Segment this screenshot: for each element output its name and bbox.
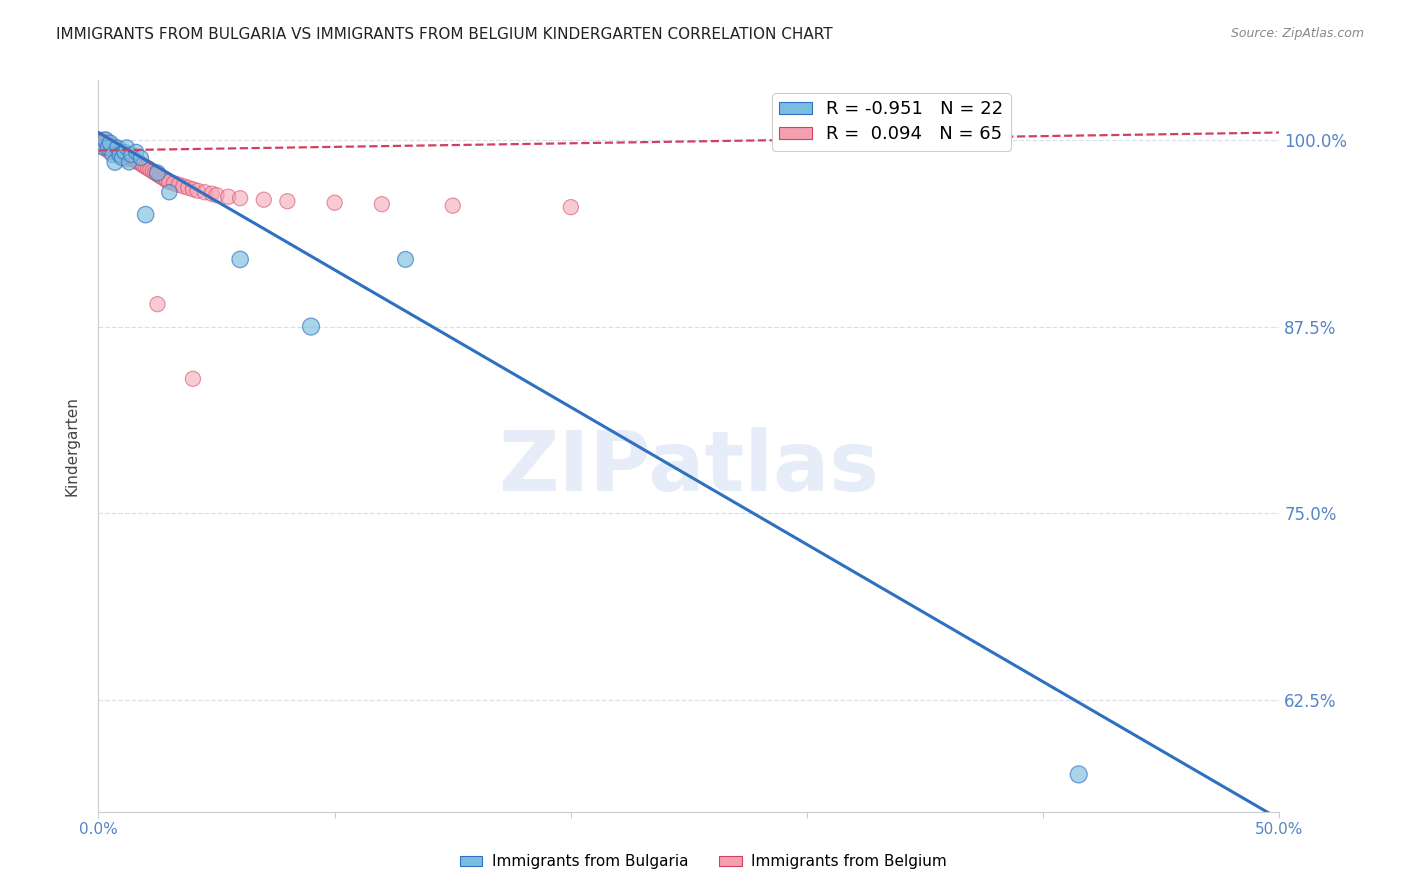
Point (101, 139, 124, 153)
Point (201, 186, 224, 201)
Point (229, 191, 252, 205)
Point (167, 178, 190, 192)
Point (112, 145, 135, 159)
Point (97, 140, 120, 154)
Point (371, 197, 394, 211)
Point (142, 164, 165, 178)
Y-axis label: Kindergarten: Kindergarten (65, 396, 80, 496)
Point (1067, 767, 1090, 781)
Point (90, 133, 112, 147)
Point (115, 153, 138, 167)
Point (90, 136, 112, 150)
Point (105, 146, 128, 161)
Point (118, 149, 141, 163)
Point (217, 190, 239, 204)
Point (101, 148, 124, 162)
Point (98, 140, 121, 154)
Point (156, 173, 179, 187)
Text: Source: ZipAtlas.com: Source: ZipAtlas.com (1230, 27, 1364, 40)
Point (128, 155, 150, 169)
Point (94, 136, 117, 150)
Point (97, 139, 120, 153)
Point (125, 153, 148, 168)
Point (146, 167, 169, 181)
Point (129, 151, 152, 165)
Point (98, 136, 121, 150)
Point (104, 145, 127, 159)
Point (157, 175, 180, 189)
Legend: Immigrants from Bulgaria, Immigrants from Belgium: Immigrants from Bulgaria, Immigrants fro… (453, 848, 953, 875)
Point (323, 195, 346, 210)
Point (104, 155, 127, 169)
Point (91, 140, 114, 154)
Point (125, 145, 148, 159)
Point (118, 155, 141, 169)
Point (105, 140, 128, 154)
Point (94, 133, 117, 147)
Point (108, 148, 131, 162)
Legend: R = -0.951   N = 22, R =  0.094   N = 65: R = -0.951 N = 22, R = 0.094 N = 65 (772, 93, 1011, 151)
Point (172, 179, 194, 194)
Point (91, 133, 114, 147)
Point (121, 148, 143, 162)
Point (94, 133, 117, 147)
Point (108, 144, 131, 158)
Point (122, 153, 145, 167)
Point (146, 297, 169, 311)
Point (129, 157, 152, 171)
Point (136, 161, 159, 176)
Point (149, 169, 172, 183)
Point (139, 162, 162, 177)
Point (560, 200, 582, 214)
Point (143, 166, 166, 180)
Point (111, 145, 134, 159)
Point (111, 149, 134, 163)
Point (115, 140, 138, 154)
Point (135, 208, 157, 222)
Point (91, 137, 114, 152)
Point (177, 180, 200, 194)
Point (276, 194, 298, 209)
Point (205, 188, 228, 202)
Point (132, 158, 155, 172)
Point (441, 199, 464, 213)
Point (153, 171, 176, 186)
Point (94, 140, 117, 154)
Point (97, 144, 120, 158)
Point (163, 176, 186, 190)
Point (146, 166, 169, 180)
Point (253, 193, 276, 207)
Point (299, 319, 322, 334)
Point (105, 142, 128, 156)
Point (194, 186, 217, 200)
Point (112, 146, 135, 161)
Point (98, 145, 121, 159)
Point (97, 136, 120, 150)
Point (181, 372, 204, 386)
Point (101, 144, 124, 158)
Point (187, 184, 209, 198)
Point (121, 151, 143, 165)
Point (181, 182, 204, 196)
Point (108, 148, 131, 162)
Point (135, 160, 157, 174)
Text: IMMIGRANTS FROM BULGARIA VS IMMIGRANTS FROM BELGIUM KINDERGARTEN CORRELATION CHA: IMMIGRANTS FROM BULGARIA VS IMMIGRANTS F… (56, 27, 832, 42)
Point (112, 151, 135, 165)
Text: ZIPatlas: ZIPatlas (499, 427, 879, 508)
Point (104, 140, 127, 154)
Point (111, 151, 134, 165)
Point (115, 148, 138, 162)
Point (91, 140, 114, 154)
Point (150, 170, 173, 185)
Point (98, 137, 121, 152)
Point (229, 252, 252, 267)
Point (394, 252, 416, 267)
Point (157, 186, 180, 200)
